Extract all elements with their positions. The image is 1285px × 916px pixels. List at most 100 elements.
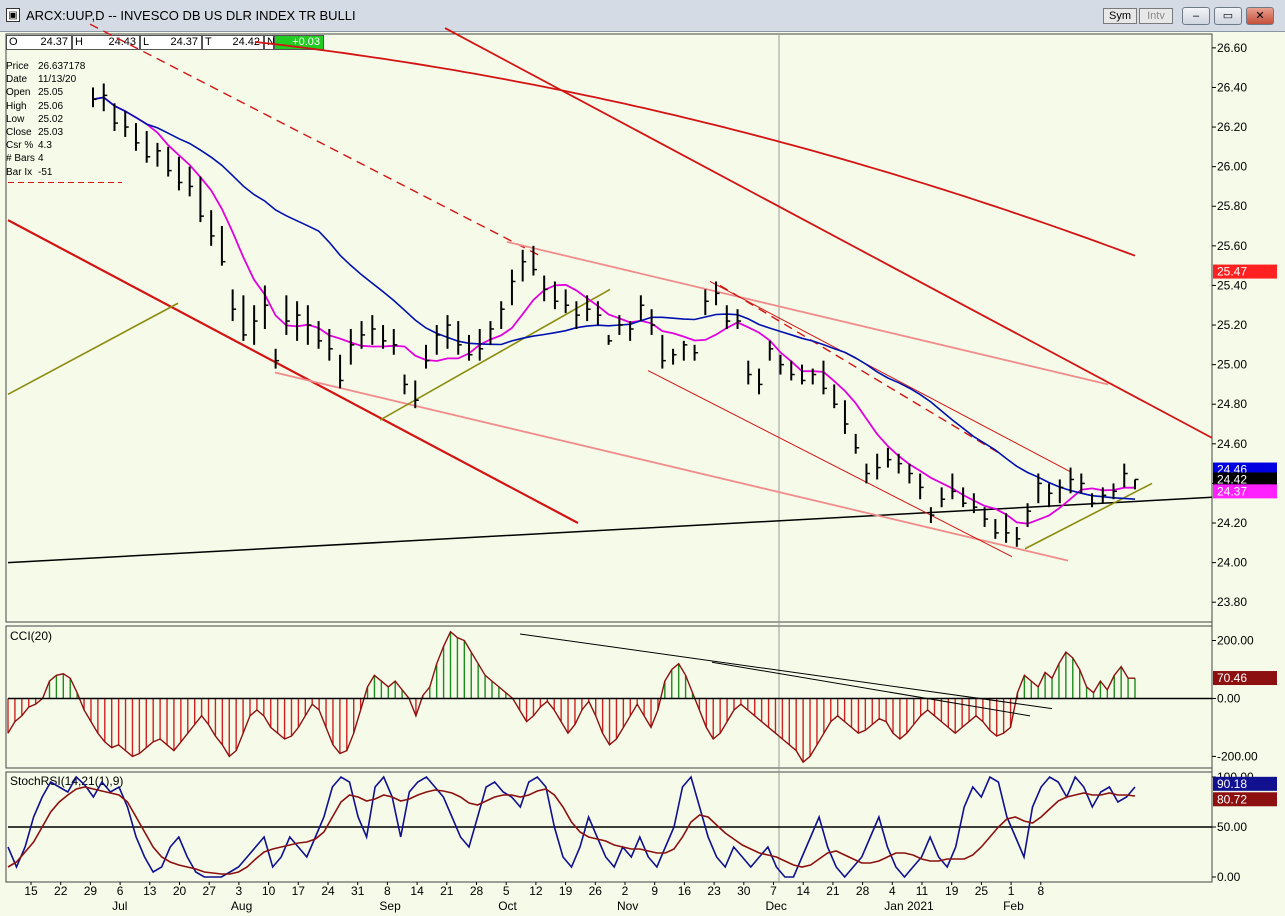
- x-tick-label: 1: [1008, 884, 1015, 898]
- stochrsi-title: StochRSI(14,21(1),9): [10, 774, 123, 788]
- price-bar: [285, 295, 290, 335]
- price-bar: [1101, 487, 1107, 504]
- price-bar: [639, 295, 645, 322]
- price-bar: [296, 301, 301, 341]
- price-bar: [854, 433, 860, 454]
- price-bar: [349, 328, 355, 365]
- price-bar: [134, 123, 140, 151]
- close-value: 24.42: [232, 36, 260, 48]
- y-tick-label: 25.20: [1217, 318, 1247, 332]
- symbol-button[interactable]: Sym: [1103, 8, 1137, 24]
- x-tick-label: 20: [173, 884, 187, 898]
- price-bar: [263, 285, 269, 329]
- x-tick-label: 30: [737, 884, 751, 898]
- x-tick-label: 29: [84, 884, 98, 898]
- x-tick-label: 9: [651, 884, 658, 898]
- price-bar: [607, 334, 613, 345]
- price-bar: [843, 400, 849, 434]
- price-bar: [231, 289, 237, 322]
- price-bar: [1134, 478, 1139, 490]
- price-bar: [210, 210, 215, 246]
- info-value: 11/13/20: [38, 74, 77, 86]
- close-label: T: [205, 36, 212, 48]
- low-label: L: [143, 36, 150, 48]
- price-bar: [124, 111, 129, 137]
- info-value: 25.03: [38, 126, 64, 138]
- price-bar: [1091, 493, 1096, 508]
- price-bar: [339, 354, 344, 389]
- info-row: Csr % 4.3: [6, 139, 90, 152]
- net-label: N: [267, 36, 275, 48]
- price-bar: [951, 473, 956, 500]
- x-tick-label: 10: [262, 884, 276, 898]
- info-key: # Bars: [6, 153, 35, 165]
- maximize-button[interactable]: ▭: [1214, 7, 1242, 25]
- price-bar: [564, 289, 570, 314]
- channel-lower-trendline: [7, 219, 579, 524]
- price-bar: [650, 309, 656, 335]
- x-tick-label: 23: [707, 884, 721, 898]
- x-tick-label: 8: [384, 884, 391, 898]
- price-bar: [510, 269, 516, 306]
- x-month-label: Jan 2021: [884, 899, 934, 913]
- price-bar: [618, 315, 623, 335]
- short-moving-average: [92, 96, 1135, 525]
- price-bar: [102, 83, 108, 112]
- minimize-button[interactable]: –: [1182, 7, 1210, 25]
- price-bar: [446, 315, 451, 349]
- open-value: 24.37: [40, 36, 68, 48]
- x-tick-label: 26: [589, 884, 603, 898]
- info-row: Close 25.03: [6, 126, 90, 139]
- interval-button[interactable]: Intv: [1139, 8, 1173, 24]
- cci-tick-label: 200.00: [1217, 633, 1254, 647]
- price-bar: [596, 301, 602, 326]
- price-value-tag: [1213, 264, 1277, 279]
- x-tick-label: 19: [945, 884, 959, 898]
- y-tick-label: 26.20: [1217, 120, 1247, 134]
- info-value: 4: [38, 153, 44, 165]
- price-bar: [414, 380, 419, 409]
- price-bar: [553, 281, 559, 310]
- price-bar: [521, 249, 527, 282]
- stochrsi-value-tag-text: 90.18: [1217, 777, 1247, 791]
- salmon-upper-trendline: [506, 241, 1109, 386]
- close-icon: ✕: [1255, 10, 1265, 22]
- x-tick-label: 28: [470, 884, 484, 898]
- price-bar: [972, 493, 978, 514]
- stochrsi-d-line: [7, 786, 1136, 875]
- price-bar: [940, 487, 946, 508]
- info-row: High 25.06: [6, 100, 90, 113]
- info-key: Low: [6, 113, 25, 125]
- panel-borders: [5, 33, 1213, 883]
- info-key: Bar Ix: [6, 166, 33, 178]
- info-row: # Bars 4: [6, 152, 90, 165]
- y-tick-label: 26.60: [1217, 41, 1247, 55]
- x-month-label: Sep: [379, 899, 401, 913]
- salmon-lower-trendline: [274, 371, 1069, 562]
- info-value: 25.06: [38, 100, 64, 112]
- price-bar: [392, 328, 398, 355]
- y-tick-label: 25.80: [1217, 199, 1247, 213]
- price-value-tag-text: 24.42: [1217, 472, 1247, 486]
- x-month-label: Aug: [231, 899, 252, 913]
- price-bar: [177, 156, 183, 191]
- price-bar: [747, 360, 752, 385]
- info-key: Close: [6, 126, 32, 138]
- trendlines: [7, 23, 1213, 564]
- close-button[interactable]: ✕: [1246, 7, 1274, 25]
- y-tick-label: 24.00: [1217, 556, 1247, 570]
- high-label: H: [75, 36, 83, 48]
- x-tick-label: 7: [770, 884, 777, 898]
- price-bar: [253, 305, 258, 345]
- info-key: High: [6, 100, 27, 112]
- price-bar: [220, 226, 226, 266]
- x-tick-label: 8: [1037, 884, 1044, 898]
- x-tick-label: 16: [678, 884, 692, 898]
- cci-title: CCI(20): [10, 629, 52, 643]
- price-value-tag-text: 24.37: [1217, 484, 1247, 498]
- price-bar: [199, 176, 204, 223]
- price-bar: [457, 321, 462, 355]
- x-tick-label: 31: [351, 884, 365, 898]
- x-tick-label: 2: [622, 884, 629, 898]
